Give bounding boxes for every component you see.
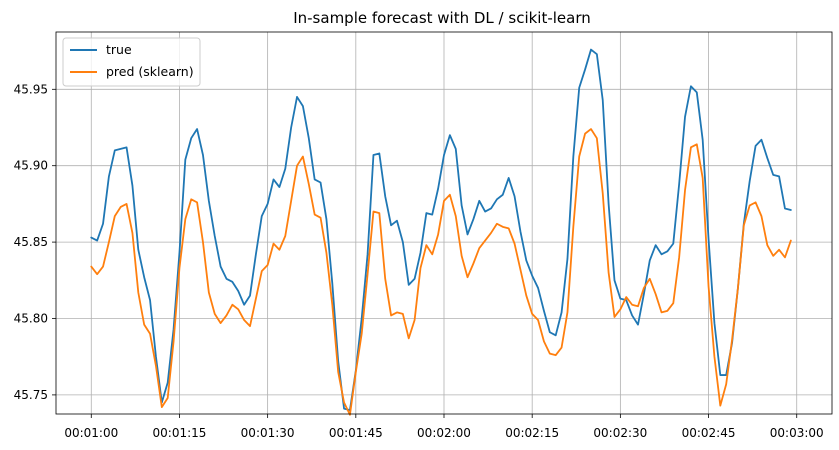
y-tick-label: 45.75	[14, 388, 48, 402]
x-tick-label: 00:02:45	[682, 426, 736, 440]
legend-label-pred: pred (sklearn)	[106, 64, 194, 79]
plot-frame	[55, 31, 833, 415]
y-tick-label: 45.85	[14, 235, 48, 249]
legend: true pred (sklearn)	[62, 37, 201, 87]
x-tick-label: 00:02:30	[593, 426, 647, 440]
x-tick-label: 00:03:00	[770, 426, 824, 440]
series-line-pred	[90, 128, 792, 416]
y-tick-label: 45.95	[14, 82, 48, 96]
y-tick-label: 45.90	[14, 159, 48, 173]
x-tick-label: 00:01:45	[329, 426, 383, 440]
x-tick-label: 00:02:15	[505, 426, 559, 440]
axis-ticks: 00:01:00 00:01:15 00:01:30 00:01:45 00:02:00…	[14, 82, 824, 440]
legend-label-true: true	[106, 42, 132, 57]
series-layer	[90, 48, 792, 416]
chart-title: In-sample forecast with DL / scikit-lear…	[293, 9, 591, 27]
legend-box	[62, 37, 201, 87]
x-tick-label: 00:01:00	[64, 426, 118, 440]
x-tick-label: 00:01:15	[153, 426, 207, 440]
x-tick-label: 00:02:00	[417, 426, 471, 440]
series-line-true	[90, 48, 792, 412]
x-tick-label: 00:01:30	[241, 426, 295, 440]
grid-lines	[56, 32, 832, 414]
y-tick-label: 45.80	[14, 312, 48, 326]
